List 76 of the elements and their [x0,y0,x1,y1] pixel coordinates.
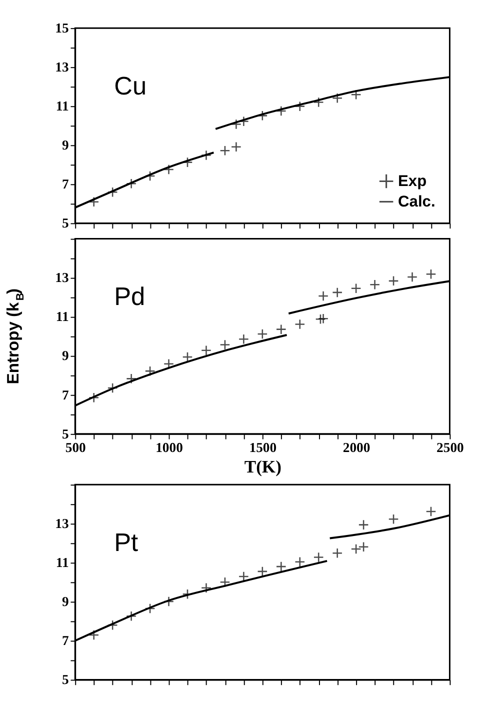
point [164,164,174,175]
point [182,352,193,362]
point [107,382,118,394]
point [318,290,329,302]
x-tick-label: 1000 [156,440,184,455]
y-tick-label: 11 [56,309,69,324]
annotation: Pt [114,528,138,557]
point [88,630,100,640]
point [257,328,268,340]
point [276,561,286,572]
x-tick-label: 2500 [436,440,464,455]
point [426,268,436,280]
point [238,334,249,344]
y-tick-label: 9 [62,594,69,610]
x-tick-label: 500 [65,440,86,455]
point [144,366,156,376]
point [313,96,324,108]
point [200,345,212,356]
point [88,392,100,403]
x-tick-label: 2000 [342,440,370,455]
point [350,89,362,100]
point [238,571,249,582]
point [294,318,306,330]
y-tick-label: 13 [55,516,69,532]
point [220,145,230,156]
y-tick-label: 7 [62,387,69,402]
y-tick-label: 5 [62,426,69,442]
point [257,110,268,121]
point [358,520,369,530]
y-tick-label: 11 [56,98,69,114]
point [350,544,362,554]
point [230,142,242,152]
y-tick-label: 5 [62,672,69,688]
point [332,287,343,298]
point [315,314,326,324]
annotation: Cu [114,72,147,100]
point [388,514,399,524]
legend-label: Exp [398,173,427,190]
y-tick-label: 13 [55,270,69,286]
point [230,119,242,130]
point [332,92,343,104]
point [276,324,286,335]
point [200,582,212,594]
y-tick-label: 13 [55,59,69,74]
point [406,272,418,282]
annotation: Pd [114,283,146,312]
point [332,548,343,558]
y-tick-label: 9 [62,138,69,153]
point [388,276,399,286]
point [294,101,306,112]
point [276,106,286,116]
point [126,610,137,622]
point [107,186,118,198]
x-axis-title: T(K) [244,456,282,476]
point [220,576,230,588]
point [126,373,137,384]
point [144,603,156,614]
point [370,279,380,290]
point [88,196,100,208]
point [350,283,362,294]
point [318,313,329,324]
point [358,542,369,552]
y-tick-label: 5 [62,216,69,231]
y-tick-label: 11 [56,555,69,570]
point [313,552,324,562]
point [257,566,268,577]
legend-label: Calc. [398,194,436,211]
y-tick-label: 7 [62,176,69,192]
x-tick-label: 1500 [249,440,277,455]
y-tick-label: 15 [55,20,69,36]
point [294,556,306,568]
point [426,506,436,517]
point [220,339,230,350]
y-axis-title: Entropy (kB) [4,288,26,384]
y-tick-label: 7 [62,633,69,648]
y-tick-label: 9 [62,348,69,364]
